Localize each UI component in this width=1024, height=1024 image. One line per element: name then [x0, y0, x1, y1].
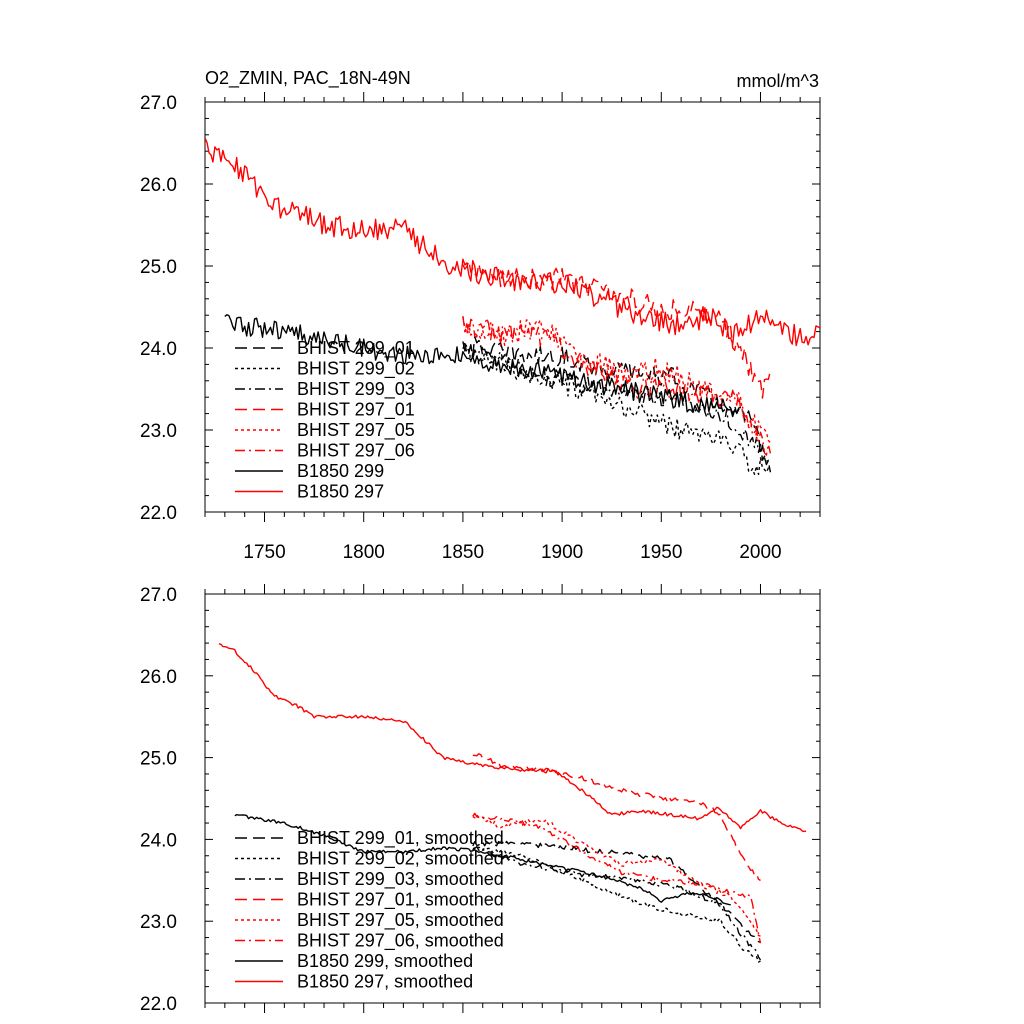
units-label: mmol/m^3: [737, 71, 819, 91]
plot-frame: [204, 101, 821, 513]
x-tick-label: 2000: [739, 542, 781, 563]
legend-label: B1850 299: [297, 461, 384, 481]
y-tick-label: 26.0: [140, 175, 177, 196]
bottom-panel: 22.0 23.0 24.0 25.0 26.0 27.0 BHIST 299_01, sm…: [140, 584, 821, 1015]
legend-label: BHIST 299_02, smoothed: [297, 849, 504, 870]
legend-label: BHIST 299_01: [297, 338, 415, 359]
series-line: [462, 316, 772, 456]
y-tick-label: 26.0: [140, 667, 177, 688]
y-tick-label: 24.0: [140, 339, 177, 360]
legend-label: BHIST 297_01, smoothed: [297, 890, 504, 911]
legend-label: B1850 297, smoothed: [297, 972, 473, 992]
series-line: [462, 336, 771, 466]
y-tick-label: 25.0: [140, 257, 177, 278]
legend-label: BHIST 297_06: [297, 441, 415, 462]
series-line: [472, 840, 761, 943]
legend-label: BHIST 297_05: [297, 420, 415, 441]
y-tick-label: 22.0: [140, 503, 177, 524]
legend-label: BHIST 299_01, smoothed: [297, 828, 504, 849]
top-panel: 22.0 23.0 24.0 25.0 26.0 27.0 1750 1800 1850 1900…: [140, 68, 821, 563]
legend-label: BHIST 297_05, smoothed: [297, 910, 504, 931]
y-tick-label: 22.0: [140, 994, 177, 1015]
legend-label: BHIST 299_03, smoothed: [297, 869, 504, 890]
series-group: [205, 137, 820, 476]
series-line: [472, 814, 761, 937]
series-line: [472, 812, 762, 944]
legend-label: BHIST 297_06, smoothed: [297, 931, 504, 952]
series-line: [234, 814, 731, 906]
y-tick-label: 24.0: [140, 830, 177, 851]
legend-label: B1850 297: [297, 482, 384, 502]
legend-label: BHIST 299_02: [297, 359, 415, 380]
series-group: [218, 643, 807, 963]
legend-label: BHIST 297_01: [297, 400, 415, 421]
y-tick-label: 25.0: [140, 749, 177, 770]
chart-title: O2_ZMIN, PAC_18N-49N: [205, 68, 411, 89]
x-tick-label: 1950: [640, 542, 682, 563]
x-tick-label: 1850: [442, 542, 484, 563]
y-tick-label: 27.0: [140, 93, 177, 114]
series-line: [218, 643, 807, 833]
series-line: [472, 845, 762, 961]
y-tick-label: 23.0: [140, 421, 177, 442]
series-line: [205, 137, 820, 347]
x-tick-label: 1750: [243, 542, 285, 563]
series-line: [224, 314, 741, 418]
series-line: [472, 846, 761, 963]
series-line: [462, 342, 772, 473]
series-line: [472, 753, 761, 882]
legend-label: BHIST 299_03: [297, 379, 415, 400]
x-tick-label: 1900: [541, 542, 583, 563]
legend-label: B1850 299, smoothed: [297, 951, 473, 971]
y-tick-label: 23.0: [140, 912, 177, 933]
series-line: [462, 260, 772, 399]
series-line: [462, 343, 771, 476]
y-tick-label: 27.0: [140, 585, 177, 606]
plot-frame: [204, 593, 821, 1004]
x-tick-label: 1800: [343, 542, 385, 563]
